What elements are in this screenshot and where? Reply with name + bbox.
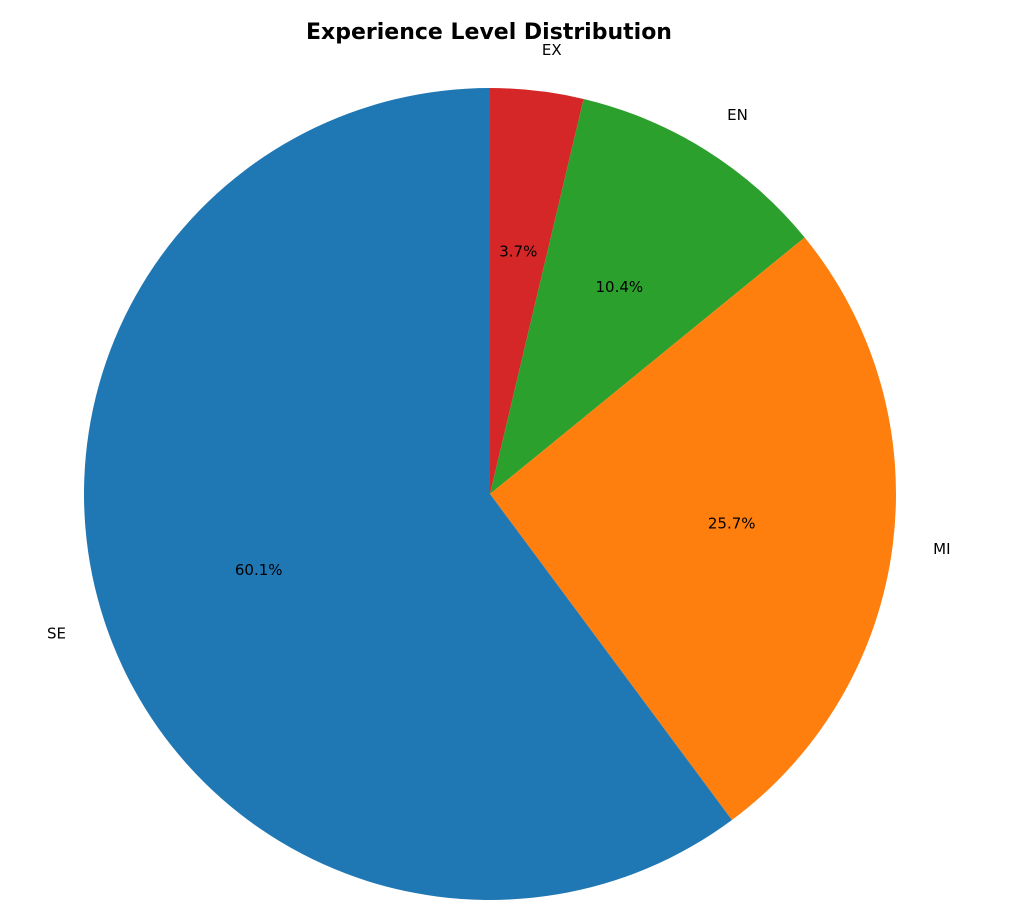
percent-label-mi: 25.7%	[708, 515, 756, 533]
pie-slice-se	[84, 88, 732, 900]
category-label-en: EN	[727, 106, 748, 124]
category-label-ex: EX	[542, 41, 562, 59]
category-label-mi: MI	[933, 540, 950, 558]
percent-label-se: 60.1%	[235, 561, 283, 579]
pie-slice-mi	[490, 237, 896, 821]
pie-slice-ex	[490, 88, 584, 494]
category-label-se: SE	[47, 625, 66, 643]
chart-title: Experience Level Distribution	[306, 20, 672, 45]
percent-label-en: 10.4%	[596, 278, 644, 296]
pie-slice-en	[490, 98, 805, 494]
percent-label-ex: 3.7%	[499, 243, 537, 261]
